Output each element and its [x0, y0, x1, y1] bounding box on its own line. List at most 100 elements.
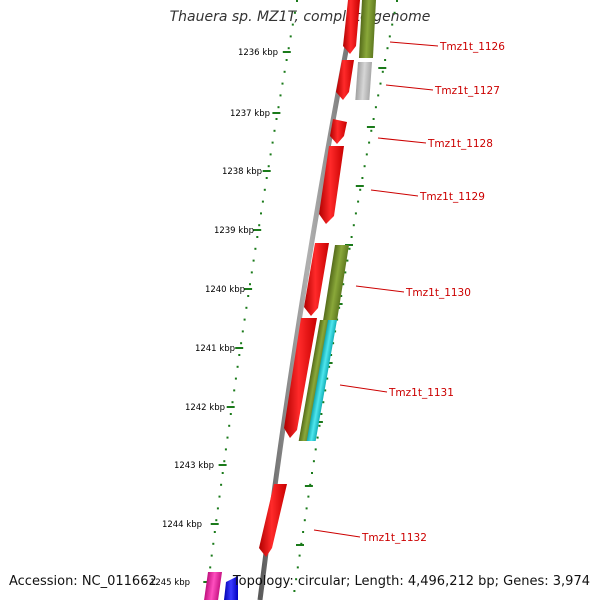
scale-dot: [236, 365, 239, 368]
cog-box-1126[interactable]: [358, 0, 376, 58]
scale-dot: [287, 47, 290, 50]
scale-dot: [213, 531, 216, 533]
scale-dots-right: [293, 0, 398, 592]
scale-dot: [256, 236, 259, 238]
scale-dot: [252, 259, 255, 262]
scale-dot: [249, 283, 251, 286]
gene-arrow-1132[interactable]: [259, 484, 287, 557]
scale-dot: [285, 59, 288, 61]
scale-dot: [289, 35, 292, 38]
scale-dot: [363, 165, 366, 168]
scale-dot: [372, 118, 375, 120]
scale-dot: [212, 542, 215, 545]
scale-dot: [234, 377, 237, 380]
scale-dot: [328, 365, 331, 368]
scale-dot: [318, 424, 321, 427]
scale-dot: [326, 377, 329, 380]
tick-label: 1242 kbp: [185, 403, 225, 413]
scale-dot: [338, 306, 341, 309]
scale-dot: [283, 70, 286, 73]
scale-dot: [340, 295, 343, 297]
scale-dot: [295, 578, 298, 581]
scale-dot: [346, 259, 349, 262]
gene-label[interactable]: Tmz1t_1129: [419, 191, 485, 203]
tick-label: 1237 kbp: [230, 109, 270, 119]
scale-dot: [293, 590, 296, 592]
cog-box-1127[interactable]: [355, 62, 372, 100]
scale-dot: [348, 247, 351, 250]
gene-label[interactable]: Tmz1t_1128: [427, 138, 493, 150]
scale-dot: [226, 436, 229, 439]
scale-dot: [245, 306, 248, 309]
scale-dot: [279, 94, 282, 97]
scale-dots-left: [206, 0, 298, 592]
scale-dot: [298, 554, 301, 557]
tick-label: 1244 kbp: [162, 520, 202, 530]
scale-dot: [332, 342, 335, 345]
scale-dot: [216, 507, 219, 510]
scale-dot: [396, 0, 398, 2]
tick-label: 1239 kbp: [214, 226, 254, 236]
scale-dot: [300, 542, 303, 545]
scale-dot: [281, 82, 284, 85]
gene-label[interactable]: Tmz1t_1127: [434, 85, 500, 97]
scale-dot: [311, 472, 313, 474]
tick-label: 1240 kbp: [205, 285, 245, 295]
scale-dot: [218, 495, 221, 498]
cog-box-1131a[interactable]: [298, 320, 330, 441]
scale-dot: [352, 224, 355, 227]
tick-label: 1236 kbp: [238, 48, 278, 58]
scale-dot: [365, 153, 368, 156]
scale-dot: [370, 129, 373, 132]
cog-box-1130[interactable]: [323, 245, 349, 320]
gene-label[interactable]: Tmz1t_1131: [388, 387, 454, 399]
scale-dot: [263, 188, 266, 191]
scale-dot: [269, 153, 272, 156]
scale-dot: [342, 283, 345, 286]
scale-dot: [357, 200, 360, 203]
scale-dot: [316, 436, 319, 439]
scale-dot: [277, 106, 280, 109]
gene-arrow-1126[interactable]: [343, 0, 360, 54]
scale-dot: [258, 224, 261, 227]
cog-track: [202, 0, 376, 600]
scale-dot: [303, 519, 306, 522]
scale-dot: [261, 200, 264, 203]
scale-dot: [247, 295, 250, 297]
gene-arrow-1131[interactable]: [284, 318, 317, 438]
tick-label: 1243 kbp: [174, 461, 214, 471]
cog-box-magenta[interactable]: [202, 572, 222, 600]
scale-dot: [344, 271, 347, 274]
cog-box-1131b[interactable]: [306, 320, 337, 441]
scale-dot: [393, 11, 396, 14]
gene-arrow-1128[interactable]: [330, 119, 347, 144]
accession-text: Accession: NC_011662: [9, 574, 157, 589]
scale-dot: [302, 531, 305, 533]
label-leaders: [313, 41, 439, 538]
scale-dot: [220, 483, 223, 486]
gene-arrow-1130[interactable]: [304, 243, 329, 316]
scale-dot: [330, 354, 333, 356]
gene-labels: Tmz1t_1126 Tmz1t_1127 Tmz1t_1128 Tmz1t_1…: [361, 41, 505, 544]
scale-dot: [381, 70, 384, 73]
scale-dot: [379, 82, 382, 85]
gene-arrow-1127[interactable]: [336, 60, 354, 100]
tick-label: 1238 kbp: [222, 167, 262, 177]
scale-dot: [296, 0, 298, 2]
gene-label[interactable]: Tmz1t_1132: [361, 532, 427, 544]
scale-dot: [361, 177, 364, 179]
gene-arrow-1129[interactable]: [319, 146, 344, 224]
scale-dot: [377, 94, 380, 97]
cog-arrow-blue[interactable]: [224, 576, 238, 600]
scale-dot: [260, 212, 262, 215]
scale-dot: [391, 23, 394, 26]
scale-dot: [229, 413, 232, 415]
scale-dot: [224, 448, 227, 451]
scale-dot: [305, 507, 308, 510]
scale-dot: [210, 554, 213, 557]
scale-dot: [221, 472, 224, 474]
scale-dot: [354, 212, 357, 215]
gene-label[interactable]: Tmz1t_1126: [439, 41, 505, 53]
scale-dot: [291, 23, 294, 26]
gene-label[interactable]: Tmz1t_1130: [405, 287, 471, 299]
